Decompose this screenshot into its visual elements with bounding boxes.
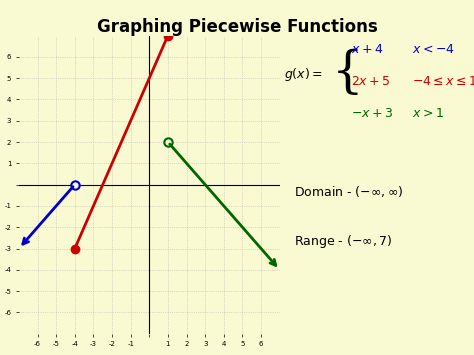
Text: $x > 1$: $x > 1$ xyxy=(412,107,444,120)
Text: $2x + 5$: $2x + 5$ xyxy=(351,75,390,88)
Text: $x < -4$: $x < -4$ xyxy=(412,43,455,56)
Text: $-x + 3$: $-x + 3$ xyxy=(351,107,393,120)
Text: Domain - $(-\infty, \infty)$: Domain - $(-\infty, \infty)$ xyxy=(294,184,403,199)
Text: Graphing Piecewise Functions: Graphing Piecewise Functions xyxy=(97,18,377,36)
Text: {: { xyxy=(332,48,364,98)
Text: $g(x) =$: $g(x) =$ xyxy=(284,66,323,83)
Text: Range - $(-\infty, 7)$: Range - $(-\infty, 7)$ xyxy=(294,233,392,250)
Text: $x + 4$: $x + 4$ xyxy=(351,43,383,56)
Text: $-4 \leq x \leq 1$: $-4 \leq x \leq 1$ xyxy=(412,75,474,88)
